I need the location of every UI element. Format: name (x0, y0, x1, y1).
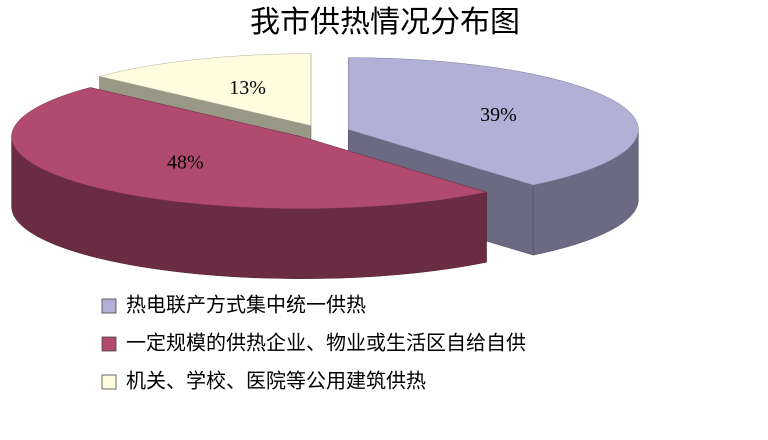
slice-top (348, 57, 639, 186)
legend-label: 机关、学校、医院等公用建筑供热 (126, 369, 426, 393)
pie-slice (11, 87, 487, 279)
legend-swatch (101, 336, 117, 352)
value-label: 13% (229, 77, 266, 99)
value-label: 48% (167, 151, 204, 173)
legend-label: 一定规模的供热企业、物业或生活区自给自供 (126, 331, 526, 355)
legend-swatch (101, 374, 117, 390)
value-label: 39% (480, 104, 517, 126)
legend-label: 热电联产方式集中统一供热 (126, 293, 366, 317)
legend-swatch (101, 298, 117, 314)
slice-top (99, 53, 312, 126)
chart-title: 我市供热情况分布图 (250, 5, 520, 40)
slice-top (11, 87, 487, 210)
